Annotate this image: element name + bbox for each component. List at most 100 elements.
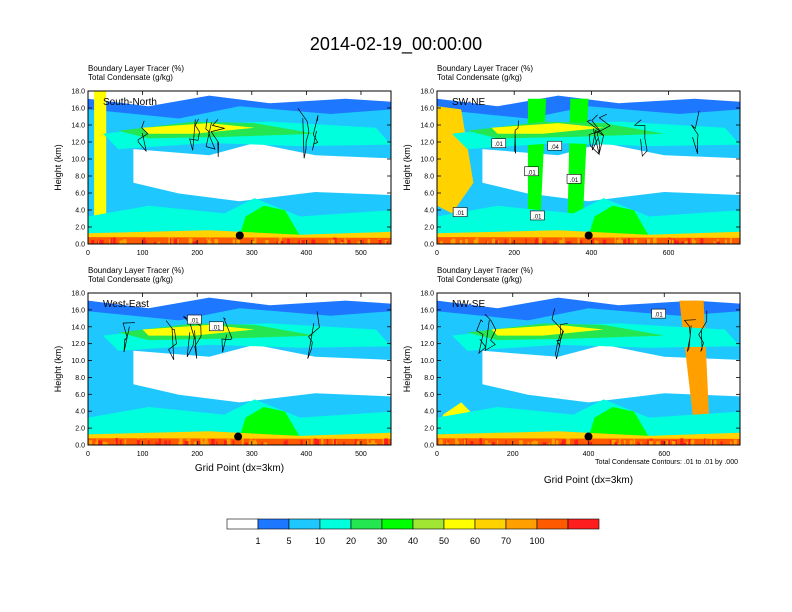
- colorbar-box: [257, 518, 290, 530]
- heatmap-region-4: [94, 91, 107, 237]
- y-tick-label: 14.0: [420, 123, 434, 130]
- surface-cell: [618, 237, 621, 244]
- surface-cell: [672, 441, 676, 445]
- heatmap-region-6: [142, 324, 255, 336]
- surface-cell: [248, 440, 251, 445]
- x-tick-label: 0: [435, 451, 439, 458]
- panel-south-north: Boundary Layer Tracer (%)Total Condensat…: [53, 64, 392, 257]
- panel-label: South-North: [103, 97, 157, 108]
- heatmap-region-3: [133, 143, 391, 202]
- condensate-contour: [596, 113, 611, 154]
- surface-cell: [544, 240, 547, 244]
- svg-text:.01: .01: [212, 325, 221, 331]
- condensate-contour: [476, 319, 487, 355]
- surface-cell: [310, 438, 313, 445]
- surface-cell: [204, 442, 209, 445]
- figure-title: 2014-02-19_00:00:00: [310, 34, 482, 55]
- surface-cell: [241, 438, 244, 445]
- condensate-contour: [555, 322, 568, 360]
- surface-cell: [656, 441, 660, 445]
- contour-label: .01: [491, 138, 507, 148]
- x-tick-label: 300: [246, 451, 258, 458]
- surface-cell: [193, 442, 196, 445]
- surface-cell: [680, 438, 684, 445]
- surface-cell: [623, 239, 626, 244]
- contour-label: .01: [524, 166, 539, 176]
- colorbar-label: 50: [439, 536, 449, 546]
- surface-cell: [384, 438, 388, 445]
- contour-footnote: Total Condensate Contours: .01 to .01 by…: [595, 459, 738, 466]
- surface-cell: [209, 240, 212, 244]
- condensate-contour: [514, 120, 519, 154]
- colorbar-box: [381, 518, 414, 530]
- x-tick-label: 500: [355, 250, 367, 257]
- y-tick-label: 10.0: [420, 358, 434, 365]
- panel-west-east: Boundary Layer Tracer (%)Total Condensat…: [53, 266, 392, 474]
- surface-cell: [207, 239, 210, 244]
- surface-cell: [188, 238, 193, 244]
- y-tick-label: 10.0: [71, 358, 85, 365]
- heatmap-region-9: [437, 399, 740, 438]
- condensate-contour: [221, 317, 233, 353]
- x-tick-label: 0: [435, 250, 439, 257]
- svg-text:.01: .01: [495, 142, 504, 148]
- surface-cell: [440, 241, 443, 244]
- surface-cell: [580, 240, 583, 244]
- surface-cell: [700, 238, 704, 244]
- surface-cell: [720, 441, 723, 445]
- surface-cell: [554, 241, 557, 244]
- x-tick-label: 200: [191, 250, 203, 257]
- condensate-contour: [698, 310, 708, 352]
- surface-cell: [562, 439, 566, 445]
- y-tick-label: 2.0: [75, 225, 85, 232]
- contour-label: .04: [547, 140, 563, 151]
- surface-cell: [617, 442, 621, 445]
- surface-cell: [531, 442, 536, 445]
- surface-cell: [542, 241, 544, 244]
- surface-cell: [527, 442, 530, 445]
- y-tick-label: 16.0: [420, 106, 434, 113]
- surface-cell: [251, 440, 256, 445]
- heatmap-region-8: [88, 198, 391, 237]
- surface-cell: [556, 440, 559, 445]
- location-marker: [584, 231, 593, 240]
- colorbar: 1 5 10 20 30 40 50 60 70 100: [226, 518, 600, 546]
- y-axis-label: Height (km): [53, 346, 63, 393]
- location-marker: [234, 432, 243, 441]
- y-tick-label: 14.0: [71, 324, 85, 331]
- y-tick-label: 2.0: [75, 426, 85, 433]
- panel-label: SW-NE: [452, 97, 485, 108]
- surface-cell: [473, 239, 478, 244]
- colorbar-box: [226, 518, 259, 530]
- surface-cell: [649, 440, 653, 445]
- y-tick-label: 12.0: [420, 341, 434, 348]
- surface-cell: [486, 241, 489, 244]
- y-tick-label: 4.0: [424, 208, 434, 215]
- condensate-contour: [122, 322, 135, 353]
- y-tick-label: 2.0: [424, 225, 434, 232]
- condensate-contour: [205, 118, 216, 150]
- panel-title-tracer: Boundary Layer Tracer (%): [88, 64, 184, 73]
- surface-cell: [704, 438, 707, 445]
- surface-cell: [497, 240, 500, 244]
- surface-cell: [232, 440, 235, 445]
- surface-cell: [637, 442, 641, 445]
- y-tick-label: 6.0: [75, 191, 85, 198]
- x-tick-label: 200: [507, 451, 519, 458]
- panel-title-tracer: Boundary Layer Tracer (%): [437, 266, 533, 275]
- surface-cell: [96, 438, 98, 445]
- surface-cell: [450, 239, 454, 244]
- surface-cell: [195, 441, 198, 445]
- surface-cell: [470, 441, 474, 445]
- svg-text:.01: .01: [190, 319, 199, 325]
- panel-title-condensate: Total Condensate (g/kg): [88, 275, 173, 284]
- condensate-contour: [307, 311, 320, 359]
- y-tick-label: 12.0: [71, 140, 85, 147]
- panel-title-condensate: Total Condensate (g/kg): [88, 73, 173, 82]
- surface-cell: [115, 438, 118, 445]
- surface-cell: [321, 438, 324, 445]
- y-tick-label: 4.0: [75, 208, 85, 215]
- heatmap-region-3: [482, 143, 740, 202]
- surface-cell: [236, 239, 240, 244]
- svg-text:.01: .01: [533, 214, 542, 220]
